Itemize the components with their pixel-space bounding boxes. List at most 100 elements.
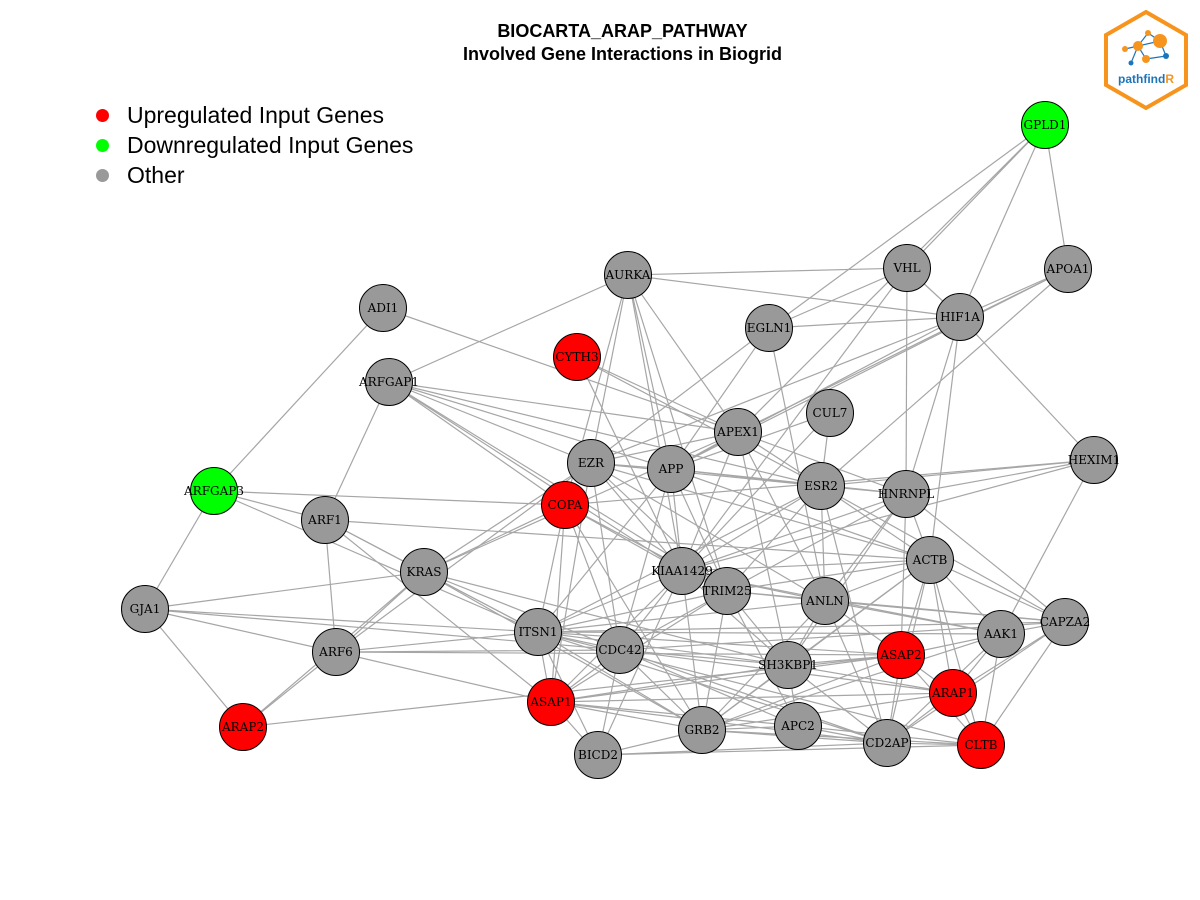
edge-cdc42-cd2ap <box>619 649 888 744</box>
node-arf6[interactable]: ARF6 <box>312 628 360 676</box>
downregulated-dot <box>96 138 109 152</box>
node-circle <box>514 608 562 656</box>
node-copa[interactable]: COPA <box>541 481 589 529</box>
node-cdc42[interactable]: CDC42 <box>596 626 644 674</box>
node-anln[interactable]: ANLN <box>801 577 849 625</box>
node-label: CLTB <box>965 738 998 752</box>
node-hnrnpl[interactable]: HNRNPL <box>878 470 935 518</box>
node-circle <box>957 721 1005 769</box>
node-itsn1[interactable]: ITSN1 <box>514 608 562 656</box>
edge-arfgap1-esr2 <box>388 381 822 487</box>
node-circle <box>574 731 622 779</box>
edge-gpld1-apoa1 <box>1044 124 1069 270</box>
node-circle <box>797 462 845 510</box>
node-cltb[interactable]: CLTB <box>957 721 1005 769</box>
node-circle <box>596 626 644 674</box>
node-circle <box>604 251 652 299</box>
node-esr2[interactable]: ESR2 <box>797 462 845 510</box>
node-arfgap1[interactable]: ARFGAP1 <box>358 358 419 406</box>
edge-hif1a-actb <box>929 316 961 561</box>
node-bicd2[interactable]: BICD2 <box>574 731 622 779</box>
edge-arfgap1-copa <box>388 381 566 506</box>
node-circle <box>936 293 984 341</box>
title-line-2: Involved Gene Interactions in Biogrid <box>462 44 783 64</box>
node-aak1[interactable]: AAK1 <box>977 610 1025 658</box>
node-circle <box>806 389 854 437</box>
node-gja1[interactable]: GJA1 <box>121 585 169 633</box>
edge-gja1-arap2 <box>144 608 244 728</box>
node-kiaa1429[interactable]: KIAA1429 <box>651 547 713 595</box>
node-label: ANLN <box>805 594 844 608</box>
node-apex1[interactable]: APEX1 <box>714 408 762 456</box>
edge-gja1-kras <box>144 571 425 610</box>
node-circle <box>764 641 812 689</box>
edge-hnrnpl-capza2 <box>905 493 1066 623</box>
node-gpld1[interactable]: GPLD1 <box>1021 101 1069 149</box>
node-circle <box>882 470 930 518</box>
node-circle <box>863 719 911 767</box>
node-sh3kbp1[interactable]: SH3KBP1 <box>758 641 818 689</box>
legend-label-other: Other <box>127 161 185 188</box>
node-label: SH3KBP1 <box>758 658 818 672</box>
edge-cyth3-esr2 <box>576 356 822 487</box>
node-circle <box>1070 436 1118 484</box>
node-apc2[interactable]: APC2 <box>774 702 822 750</box>
edge-esr2-cd2ap <box>820 485 888 744</box>
node-vhl[interactable]: VHL <box>883 244 931 292</box>
edge-grb2-cltb <box>701 729 982 746</box>
edge-copa-asap1 <box>550 504 566 703</box>
edge-anln-grb2 <box>701 600 826 731</box>
node-hexim1[interactable]: HEXIM1 <box>1068 436 1120 484</box>
node-label: CDC42 <box>598 643 641 657</box>
logo-text-main: pathfind <box>1118 72 1165 86</box>
edge-cdc42-apc2 <box>619 649 799 727</box>
edge-anln-capza2 <box>824 600 1066 623</box>
node-arf1[interactable]: ARF1 <box>301 496 349 544</box>
node-arap2[interactable]: ARAP2 <box>219 703 267 751</box>
node-apoa1[interactable]: APOA1 <box>1044 245 1092 293</box>
node-label: GRB2 <box>684 723 719 737</box>
node-label: KIAA1429 <box>651 564 713 578</box>
node-aurka[interactable]: AURKA <box>604 251 652 299</box>
node-label: TRIM25 <box>702 584 751 598</box>
node-label: ADI1 <box>367 301 399 315</box>
node-asap1[interactable]: ASAP1 <box>527 678 575 726</box>
node-app[interactable]: APP <box>647 445 695 493</box>
legend-item-downregulated: Downregulated Input Genes <box>96 130 413 160</box>
node-layer: GPLD1 VHL APOA1 AURKA HIF1A EGLN1 ADI1 CYTH3 ARF… <box>121 101 1120 779</box>
node-label: APC2 <box>780 719 815 733</box>
node-label: CYTH3 <box>555 350 598 364</box>
node-cul7[interactable]: CUL7 <box>806 389 854 437</box>
chart-title: BIOCARTA_ARAP_PATHWAY Involved Gene Inte… <box>0 20 1200 66</box>
edge-arfgap1-ezr <box>388 381 592 464</box>
edge-vhl-kiaa1429 <box>681 267 908 572</box>
node-hif1a[interactable]: HIF1A <box>936 293 984 341</box>
edge-app-itsn1 <box>537 468 672 633</box>
node-arap1[interactable]: ARAP1 <box>929 669 977 717</box>
edge-arf6-asap1 <box>335 651 552 703</box>
edge-aurka-app <box>627 274 672 470</box>
node-kras[interactable]: KRAS <box>400 548 448 596</box>
edge-capza2-cd2ap <box>886 621 1066 744</box>
node-grb2[interactable]: GRB2 <box>678 706 726 754</box>
node-arfgap3[interactable]: ARFGAP3 <box>183 467 244 515</box>
node-cyth3[interactable]: CYTH3 <box>553 333 601 381</box>
node-ezr[interactable]: EZR <box>567 439 615 487</box>
edge-aurka-apex1 <box>627 274 739 433</box>
node-egln1[interactable]: EGLN1 <box>745 304 793 352</box>
node-label: ARFGAP3 <box>183 484 244 498</box>
edge-gpld1-hif1a <box>959 124 1046 318</box>
edge-hnrnpl-asap2 <box>900 493 907 656</box>
edge-gpld1-egln1 <box>768 124 1046 329</box>
node-trim25[interactable]: TRIM25 <box>702 567 752 615</box>
legend-item-other: Other <box>96 160 413 190</box>
edge-arf1-asap1 <box>324 519 552 703</box>
node-adi1[interactable]: ADI1 <box>359 284 407 332</box>
node-asap2[interactable]: ASAP2 <box>877 631 925 679</box>
node-circle <box>359 284 407 332</box>
node-cd2ap[interactable]: CD2AP <box>863 719 911 767</box>
edge-actb-cltb <box>929 559 982 746</box>
node-actb[interactable]: ACTB <box>906 536 954 584</box>
node-capza2[interactable]: CAPZA2 <box>1040 598 1091 646</box>
edge-arfgap1-apex1 <box>388 381 739 433</box>
